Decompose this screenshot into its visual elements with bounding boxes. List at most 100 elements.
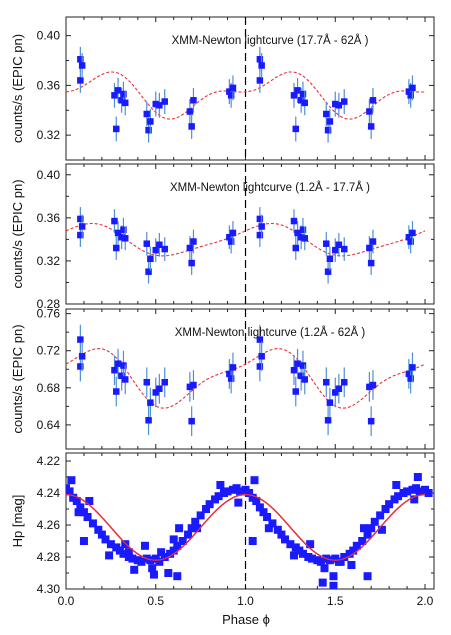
y-tick-label: 4.22 (37, 454, 61, 468)
data-point (111, 366, 118, 374)
data-point (258, 223, 265, 230)
data-point (145, 268, 152, 275)
data-point (113, 388, 120, 395)
x-tick-label: 0.5 (147, 594, 164, 608)
data-point (286, 540, 295, 549)
y-tick-label: 4.28 (37, 550, 61, 564)
data-point (118, 97, 125, 104)
data-point (186, 108, 194, 115)
data-point (79, 508, 88, 517)
data-point (114, 360, 122, 367)
data-point (292, 388, 300, 395)
data-point (376, 511, 385, 520)
data-point (326, 399, 334, 406)
data-point (234, 498, 243, 507)
data-point (173, 572, 182, 581)
data-point (226, 370, 233, 378)
data-point (226, 233, 233, 241)
data-point (77, 336, 84, 343)
data-point (119, 549, 128, 558)
data-point (148, 564, 157, 573)
data-point (248, 537, 257, 545)
data-point (273, 525, 282, 534)
data-point (223, 487, 232, 496)
data-point (229, 364, 237, 371)
data-point (413, 473, 422, 481)
data-point (299, 226, 307, 233)
data-point (152, 100, 160, 108)
data-point (294, 229, 301, 237)
data-point (256, 215, 264, 223)
y-tick-label: 4.30 (37, 582, 61, 596)
panel-frame (65, 163, 435, 305)
data-point (392, 481, 401, 489)
chart-panel: 0.28 0.32 0.36 0.40 counts/s (EPIC pn) XMM-Ne… (10, 163, 435, 311)
data-point (156, 102, 163, 109)
data-point (164, 569, 173, 577)
data-point (66, 487, 74, 496)
data-point (367, 417, 375, 425)
y-axis-label: Hp [mag] (10, 495, 25, 548)
data-point (187, 524, 196, 533)
data-point (155, 557, 164, 566)
data-point (340, 378, 348, 386)
data-point (121, 376, 129, 383)
data-point (385, 500, 394, 509)
data-point (335, 241, 343, 249)
data-point (324, 126, 332, 134)
data-point (335, 385, 343, 392)
data-point (363, 572, 372, 581)
x-axis-label: Phase ϕ (222, 612, 270, 627)
y-tick-label: 0.36 (37, 78, 61, 92)
data-point (256, 56, 264, 63)
data-point (381, 505, 390, 513)
data-point (407, 238, 414, 245)
data-point (294, 360, 301, 367)
data-point (290, 366, 298, 374)
data-point (299, 362, 307, 369)
data-point (324, 417, 332, 424)
data-point (236, 487, 245, 496)
data-point (145, 417, 152, 424)
y-tick-label: 4.24 (37, 486, 61, 500)
data-point (79, 537, 88, 545)
data-point (294, 87, 301, 94)
data-point (184, 530, 193, 539)
data-point (147, 399, 154, 406)
y-tick-label: 0.32 (37, 254, 61, 268)
data-point (410, 495, 419, 504)
data-point (128, 554, 137, 563)
y-tick-label: 0.40 (37, 168, 61, 182)
data-point (318, 578, 327, 587)
data-point (88, 519, 97, 528)
data-point (227, 238, 235, 245)
x-tick-label: 2.0 (417, 594, 434, 608)
data-point (424, 489, 433, 497)
data-point (289, 551, 298, 560)
data-point (121, 99, 129, 107)
data-point (160, 553, 169, 561)
data-point (94, 525, 103, 534)
data-point (190, 97, 197, 104)
data-point (363, 530, 372, 539)
data-point (106, 540, 115, 549)
data-point (188, 417, 195, 425)
data-point (161, 245, 168, 253)
data-point (188, 123, 195, 130)
data-point (111, 217, 118, 225)
data-point (323, 240, 330, 247)
data-point (67, 476, 76, 485)
data-point (173, 541, 182, 550)
data-point (369, 238, 377, 245)
data-point (77, 231, 84, 239)
data-point (216, 481, 225, 489)
data-point (83, 513, 92, 521)
data-point (332, 246, 339, 254)
data-point (256, 336, 264, 343)
data-point (301, 376, 309, 383)
data-point (394, 492, 403, 501)
data-point (226, 88, 233, 95)
data-point (250, 476, 259, 485)
data-point (121, 540, 130, 549)
